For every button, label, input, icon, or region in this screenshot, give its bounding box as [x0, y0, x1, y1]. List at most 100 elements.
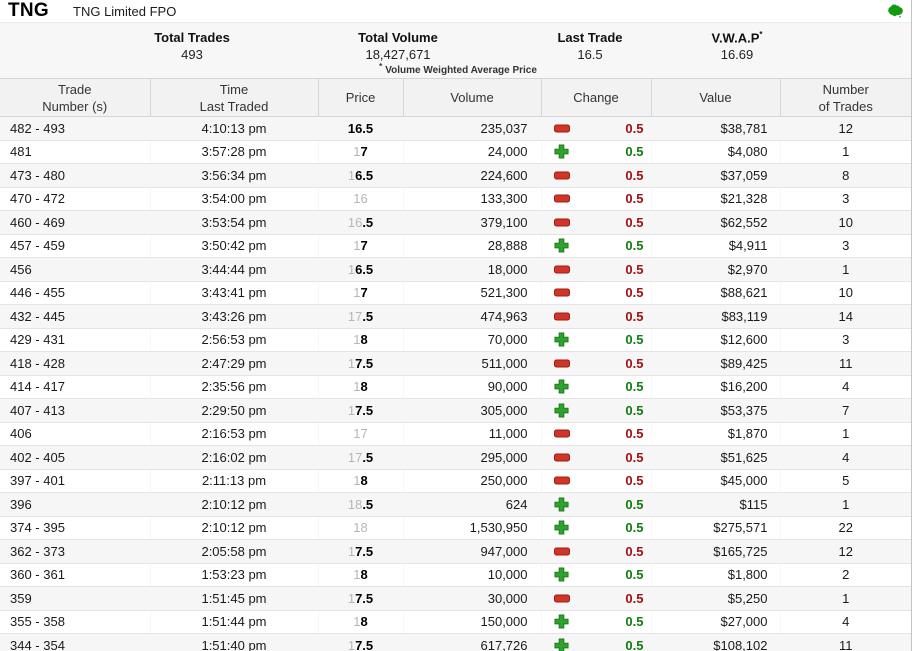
price-unchanged-digits: 1 — [353, 567, 361, 583]
price-changed-digits: 7.5 — [355, 637, 374, 651]
trade-number-cell: 457 - 459 — [0, 234, 150, 258]
time-cell: 2:56:53 pm — [150, 328, 318, 352]
change-value: 0.5 — [625, 285, 644, 301]
price-cell: 16.5 — [318, 163, 403, 188]
change-value: 0.5 — [625, 496, 644, 512]
price-changed-digits: 7.5 — [355, 543, 374, 559]
trade-number-cell: 402 - 405 — [0, 445, 150, 470]
price-cell: 17 — [318, 140, 403, 164]
price-down-icon — [553, 356, 570, 371]
price-cell: 17.5 — [318, 445, 403, 470]
value-cell: $275,571 — [651, 516, 780, 540]
trade-count-cell: 4 — [780, 375, 911, 399]
price-down-icon — [553, 191, 570, 206]
trade-row: 355 - 358 1:51:44 pm 18 150,000 0.5 $27,000 4 — [0, 610, 911, 634]
change-cell: 0.5 — [541, 539, 651, 564]
volume-cell: 10,000 — [403, 563, 541, 587]
price-down-icon — [553, 450, 570, 465]
price-down-icon — [553, 309, 570, 324]
value-cell: $21,328 — [651, 187, 780, 211]
trade-row: 396 2:10:12 pm 18.5 624 0.5 $115 1 — [0, 492, 911, 517]
price-cell: 17.5 — [318, 633, 403, 651]
column-header-price: Price — [317, 78, 404, 117]
change-cell: 0.5 — [541, 163, 651, 188]
time-cell: 2:10:12 pm — [150, 492, 318, 517]
time-cell: 3:53:54 pm — [150, 210, 318, 235]
price-cell: 18 — [318, 610, 403, 634]
change-value: 0.5 — [625, 261, 644, 277]
price-unchanged-digits: 1 — [347, 543, 356, 559]
volume-cell: 70,000 — [403, 328, 541, 352]
trade-number-cell: 344 - 354 — [0, 633, 150, 651]
change-cell: 0.5 — [541, 351, 651, 376]
change-cell: 0.5 — [541, 398, 651, 423]
value-cell: $108,102 — [651, 633, 780, 651]
price-changed-digits: 8 — [360, 567, 368, 583]
trade-row: 402 - 405 2:16:02 pm 17.5 295,000 0.5 $51,625… — [0, 445, 911, 470]
time-cell: 2:29:50 pm — [150, 398, 318, 423]
last-trade-value: 16.5 — [577, 47, 603, 62]
change-cell: 0.5 — [541, 610, 651, 634]
price-changed-digits: 8 — [360, 379, 368, 395]
total-volume-label: Total Volume — [358, 30, 438, 45]
change-cell: 0.5 — [541, 563, 651, 587]
change-cell: 0.5 — [541, 445, 651, 470]
footnote-asterisk: * — [379, 62, 383, 71]
summary-bar: Total Trades 493 Total Volume 18,427,671… — [0, 23, 911, 78]
trade-count-cell: 11 — [780, 351, 911, 376]
price-unchanged-digits: 17 — [347, 308, 363, 324]
trade-count-cell: 1 — [780, 492, 911, 517]
value-cell: $38,781 — [651, 116, 780, 141]
change-cell: 0.5 — [541, 210, 651, 235]
volume-cell: 11,000 — [403, 422, 541, 446]
price-unchanged-digits: 1 — [353, 285, 361, 301]
price-down-icon — [553, 591, 570, 606]
change-value: 0.5 — [625, 214, 644, 230]
change-value: 0.5 — [625, 238, 644, 254]
trade-count-cell: 3 — [780, 234, 911, 258]
price-down-icon — [553, 215, 570, 230]
price-cell: 17.5 — [318, 539, 403, 564]
volume-cell: 90,000 — [403, 375, 541, 399]
price-cell: 16.5 — [318, 210, 403, 235]
volume-cell: 150,000 — [403, 610, 541, 634]
stat-total-trades: Total Trades 493 — [154, 30, 230, 62]
trade-row: 457 - 459 3:50:42 pm 17 28,888 0.5 $4,911 3 — [0, 234, 911, 258]
price-unchanged-digits: 1 — [353, 473, 361, 489]
trade-row: 407 - 413 2:29:50 pm 17.5 305,000 0.5 $53,375… — [0, 398, 911, 423]
trade-count-cell: 1 — [780, 422, 911, 446]
price-cell: 16 — [318, 187, 403, 211]
price-changed-digits: 16.5 — [347, 120, 374, 136]
value-cell: $4,080 — [651, 140, 780, 164]
price-down-icon — [553, 473, 570, 488]
trade-number-cell: 418 - 428 — [0, 351, 150, 376]
change-cell: 0.5 — [541, 281, 651, 305]
trade-number-cell: 470 - 472 — [0, 187, 150, 211]
trade-row: 360 - 361 1:53:23 pm 18 10,000 0.5 $1,800 2 — [0, 563, 911, 587]
change-cell: 0.5 — [541, 492, 651, 517]
volume-cell: 474,963 — [403, 304, 541, 329]
trade-number-cell: 460 - 469 — [0, 210, 150, 235]
time-cell: 3:57:28 pm — [150, 140, 318, 164]
column-header-number-of-trades: Number of Trades — [779, 78, 911, 117]
value-cell: $53,375 — [651, 398, 780, 423]
volume-cell: 235,037 — [403, 116, 541, 141]
price-up-icon — [553, 144, 569, 159]
trade-count-cell: 22 — [780, 516, 911, 540]
trade-number-cell: 429 - 431 — [0, 328, 150, 352]
volume-cell: 18,000 — [403, 257, 541, 282]
price-cell: 17.5 — [318, 351, 403, 376]
trade-number-cell: 456 — [0, 257, 150, 282]
trade-number-cell: 396 — [0, 492, 150, 517]
trade-count-cell: 7 — [780, 398, 911, 423]
price-unchanged-digits: 1 — [347, 590, 356, 606]
trade-count-cell: 12 — [780, 116, 911, 141]
column-header-change: Change — [540, 78, 652, 117]
price-up-icon — [553, 403, 569, 418]
price-down-icon — [553, 168, 570, 183]
price-changed-digits: 7 — [360, 285, 368, 301]
change-value: 0.5 — [625, 355, 644, 371]
price-changed-digits: 7 — [360, 238, 368, 254]
trade-number-cell: 481 — [0, 140, 150, 164]
vwap-value: 16.69 — [720, 47, 754, 63]
